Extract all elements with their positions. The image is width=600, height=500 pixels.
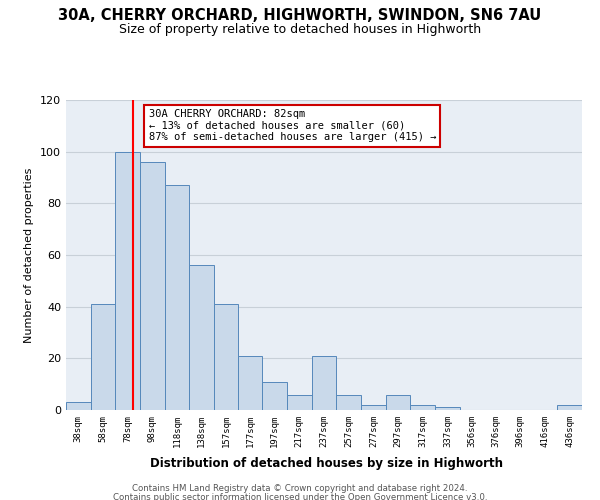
Bar [115, 152, 140, 410]
Bar [190, 266, 214, 410]
Bar [311, 356, 337, 410]
Text: Contains public sector information licensed under the Open Government Licence v3: Contains public sector information licen… [113, 492, 487, 500]
Bar [386, 394, 410, 410]
Bar [361, 405, 386, 410]
Bar [66, 402, 91, 410]
Bar [262, 382, 287, 410]
Text: Contains HM Land Registry data © Crown copyright and database right 2024.: Contains HM Land Registry data © Crown c… [132, 484, 468, 493]
Text: 30A CHERRY ORCHARD: 82sqm
← 13% of detached houses are smaller (60)
87% of semi-: 30A CHERRY ORCHARD: 82sqm ← 13% of detac… [149, 110, 436, 142]
Bar [165, 185, 190, 410]
Bar [435, 408, 460, 410]
Bar [140, 162, 165, 410]
Text: 30A, CHERRY ORCHARD, HIGHWORTH, SWINDON, SN6 7AU: 30A, CHERRY ORCHARD, HIGHWORTH, SWINDON,… [58, 8, 542, 22]
Text: Size of property relative to detached houses in Highworth: Size of property relative to detached ho… [119, 22, 481, 36]
Text: Distribution of detached houses by size in Highworth: Distribution of detached houses by size … [151, 458, 503, 470]
Bar [238, 356, 262, 410]
Bar [410, 405, 435, 410]
Bar [91, 304, 115, 410]
Bar [337, 394, 361, 410]
Y-axis label: Number of detached properties: Number of detached properties [25, 168, 34, 342]
Bar [287, 394, 311, 410]
Bar [214, 304, 238, 410]
Bar [557, 405, 582, 410]
